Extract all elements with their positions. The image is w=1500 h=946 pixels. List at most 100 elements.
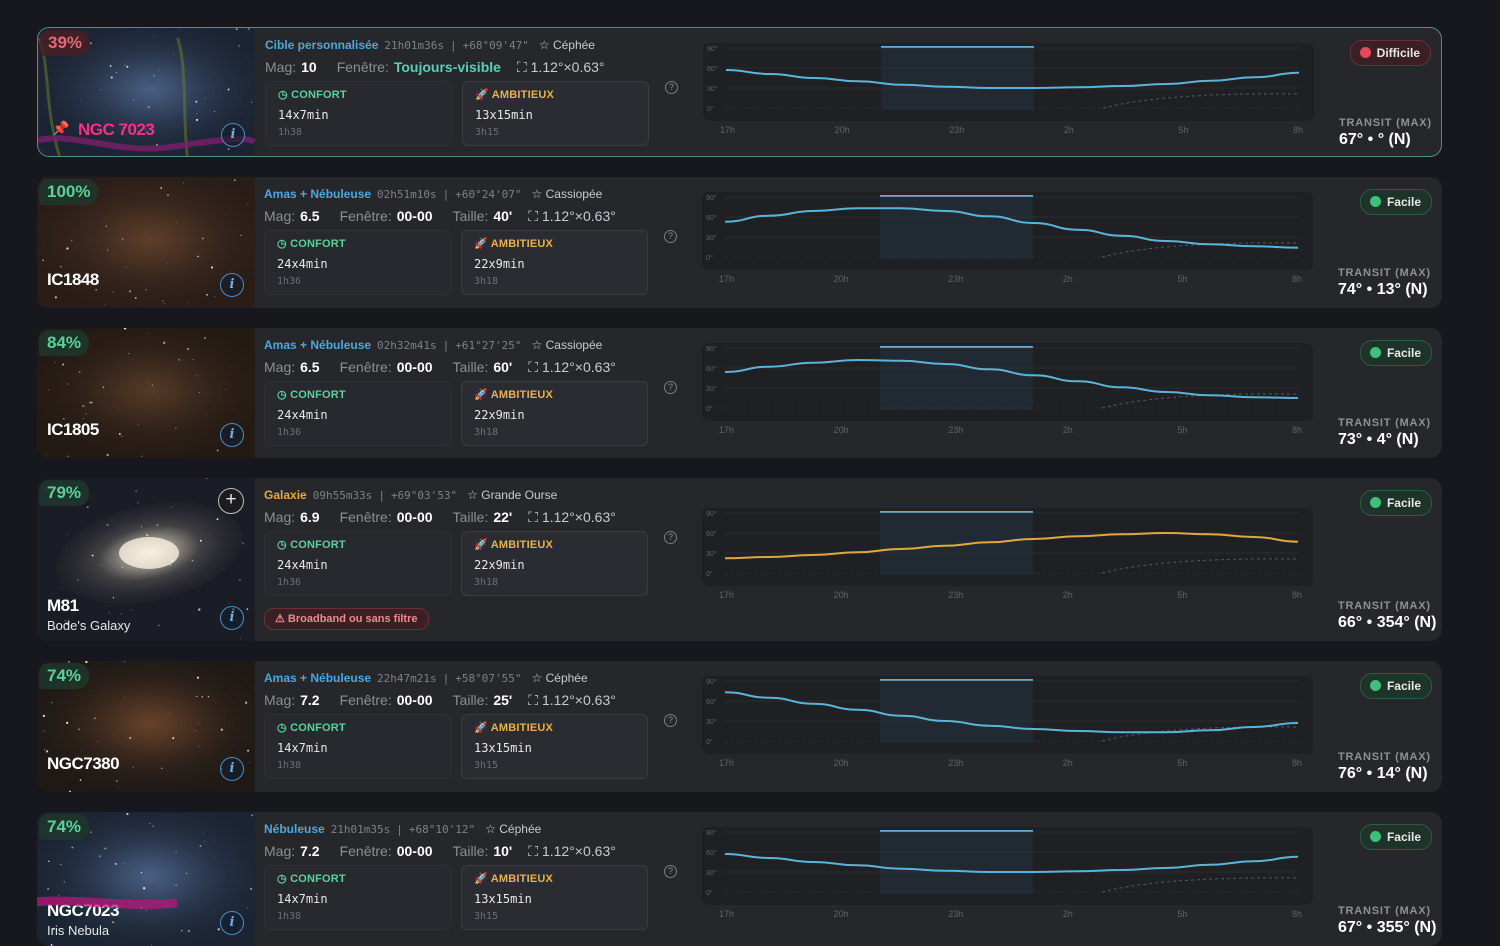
x-tick-label: 20h (834, 425, 849, 435)
rocket-icon: 🚀 (474, 873, 491, 885)
fov-size-value: 1.12°×0.63° (541, 208, 616, 224)
match-percentage: 79% (39, 480, 90, 506)
target-name: IC1848 (47, 270, 99, 289)
help-icon[interactable]: ? (664, 230, 677, 243)
help-icon[interactable]: ? (664, 381, 677, 394)
ambitious-panel[interactable]: 🚀 AMBITIEUX 13x15min 3h15 (461, 714, 648, 779)
help-icon[interactable]: ? (664, 865, 677, 878)
ambitious-panel[interactable]: 🚀 AMBITIEUX 13x15min 3h15 (461, 865, 648, 930)
y-tick-label: 30° (707, 85, 718, 93)
x-tick-label: 2h (1063, 758, 1073, 768)
total-duration: 1h36 (277, 577, 302, 588)
confort-title: CONFORT (290, 873, 346, 885)
night-band (880, 195, 1033, 259)
info-button[interactable]: i (220, 606, 244, 630)
target-thumbnail[interactable]: 100% IC1848 i (37, 177, 255, 308)
altitude-curve (724, 207, 1299, 249)
magnitude-value: 7.2 (300, 692, 320, 708)
info-button[interactable]: i (220, 911, 244, 935)
confort-panel[interactable]: ◷ CONFORT 24x4min 1h36 (264, 230, 451, 295)
x-tick-label: 23h (948, 758, 963, 768)
confort-panel[interactable]: ◷ CONFORT 24x4min 1h36 (264, 531, 451, 596)
target-card[interactable]: 74% NGC7023 Iris Nebula i Nébuleuse 21h01m35s… (37, 812, 1442, 946)
mag-label: Mag: (265, 59, 297, 75)
confort-label: ◷ CONFORT (278, 88, 347, 101)
x-tick-label: 5h (1177, 274, 1187, 284)
exposure-plan: 24x4min (277, 408, 328, 422)
target-thumbnail[interactable]: 74% NGC7380 i (37, 661, 255, 792)
y-tick-label: 0° (706, 254, 713, 262)
x-tick-label: 5h (1177, 909, 1187, 919)
x-tick-label: 8h (1292, 274, 1302, 284)
x-tick-label: 23h (948, 909, 963, 919)
constellation: ☆ Cassiopée (532, 338, 603, 352)
altitude-curve (724, 691, 1299, 734)
altitude-chart: 90° 60° 30° 0° 17h 20h 23h 2h 5h 8h (702, 827, 1313, 919)
warning-icon: ⚠ (275, 613, 288, 625)
size-value: 10' (493, 843, 513, 859)
night-band (880, 830, 1033, 894)
object-type: Cible personnalisée (265, 38, 379, 52)
info-button[interactable]: i (220, 273, 244, 297)
star-icon: ☆ (531, 187, 546, 201)
help-icon[interactable]: ? (664, 531, 677, 544)
help-icon[interactable]: ? (664, 714, 677, 727)
declination: +68°09'47" (462, 39, 529, 52)
transit-value: 67° • 355° (N) (1338, 919, 1437, 936)
rocket-icon: 🚀 (474, 539, 491, 551)
ambitieux-label: 🚀 AMBITIEUX (474, 538, 553, 551)
constellation: ☆ Céphée (539, 38, 595, 52)
info-button[interactable]: i (221, 123, 245, 147)
ambitieux-label: 🚀 AMBITIEUX (475, 88, 554, 101)
target-card[interactable]: 84% IC1805 i Amas + Nébuleuse 02h32m41s | +61°… (37, 328, 1442, 458)
target-thumbnail[interactable]: 39% NGC 7023 📌 i (38, 28, 256, 156)
x-tick-label: 17h (719, 909, 734, 919)
target-card[interactable]: 100% IC1848 i Amas + Nébuleuse 02h51m10s | +60… (37, 177, 1442, 308)
altitude-curve (724, 531, 1299, 560)
y-tick-label: 90° (706, 678, 717, 686)
info-button[interactable]: i (220, 757, 244, 781)
mag-label: Mag: (264, 509, 296, 525)
confort-panel[interactable]: ◷ CONFORT 14x7min 1h38 (264, 714, 451, 779)
x-tick-label: 5h (1178, 125, 1188, 135)
confort-title: CONFORT (290, 722, 346, 734)
y-tick-label: 60° (706, 698, 717, 706)
confort-panel[interactable]: ◷ CONFORT 14x7min 1h38 (265, 81, 452, 146)
help-icon[interactable]: ? (665, 81, 678, 94)
x-tick-label: 2h (1063, 274, 1073, 284)
confort-panel[interactable]: ◷ CONFORT 24x4min 1h36 (264, 381, 451, 446)
total-duration: 3h15 (475, 127, 500, 138)
add-target-button[interactable]: + (218, 488, 244, 514)
x-tick-label: 8h (1292, 909, 1302, 919)
window-value: 00-00 (396, 359, 433, 375)
pin-icon[interactable]: 📌 (52, 120, 70, 136)
ambitieux-title: AMBITIEUX (490, 873, 554, 885)
ambitious-panel[interactable]: 🚀 AMBITIEUX 13x15min 3h15 (462, 81, 649, 146)
target-thumbnail[interactable]: 79% M81 Bode's Galaxy i + (37, 478, 255, 641)
frame-icon: ⛶ (528, 843, 542, 859)
reference-curve (1101, 558, 1299, 574)
difficulty-label: Facile (1386, 830, 1421, 844)
y-tick-label: 90° (706, 829, 717, 837)
difficulty-label: Facile (1386, 679, 1421, 693)
x-tick-label: 8h (1292, 590, 1302, 600)
right-ascension: 21h01m36s (384, 39, 444, 52)
ambitious-panel[interactable]: 🚀 AMBITIEUX 22x9min 3h18 (461, 381, 648, 446)
night-band (880, 346, 1033, 410)
target-card[interactable]: 79% M81 Bode's Galaxy i + Galaxie 09h55m33s | +6… (37, 478, 1442, 641)
exposure-plan: 13x15min (475, 108, 533, 122)
ambitious-panel[interactable]: 🚀 AMBITIEUX 22x9min 3h18 (461, 230, 648, 295)
transit-value: 74° • 13° (N) (1338, 281, 1428, 298)
ambitious-panel[interactable]: 🚀 AMBITIEUX 22x9min 3h18 (461, 531, 648, 596)
filter-warning: ⚠ Broadband ou sans filtre (264, 608, 429, 630)
info-button[interactable]: i (220, 423, 244, 447)
exposure-plan: 14x7min (278, 108, 329, 122)
object-type: Amas + Nébuleuse (264, 187, 372, 201)
target-card[interactable]: 39% NGC 7023 📌 i Cible personnalisée 21h01m36… (37, 27, 1442, 157)
frame-icon: ⛶ (528, 208, 542, 224)
confort-panel[interactable]: ◷ CONFORT 14x7min 1h38 (264, 865, 451, 930)
target-card[interactable]: 74% NGC7380 i Amas + Nébuleuse 22h47m21s | +58… (37, 661, 1442, 792)
target-thumbnail[interactable]: 74% NGC7023 Iris Nebula i (37, 812, 255, 946)
target-thumbnail[interactable]: 84% IC1805 i (37, 328, 255, 458)
altitude-chart: 90° 60° 30° 0° 17h 20h 23h 2h 5h 8h (702, 192, 1313, 284)
